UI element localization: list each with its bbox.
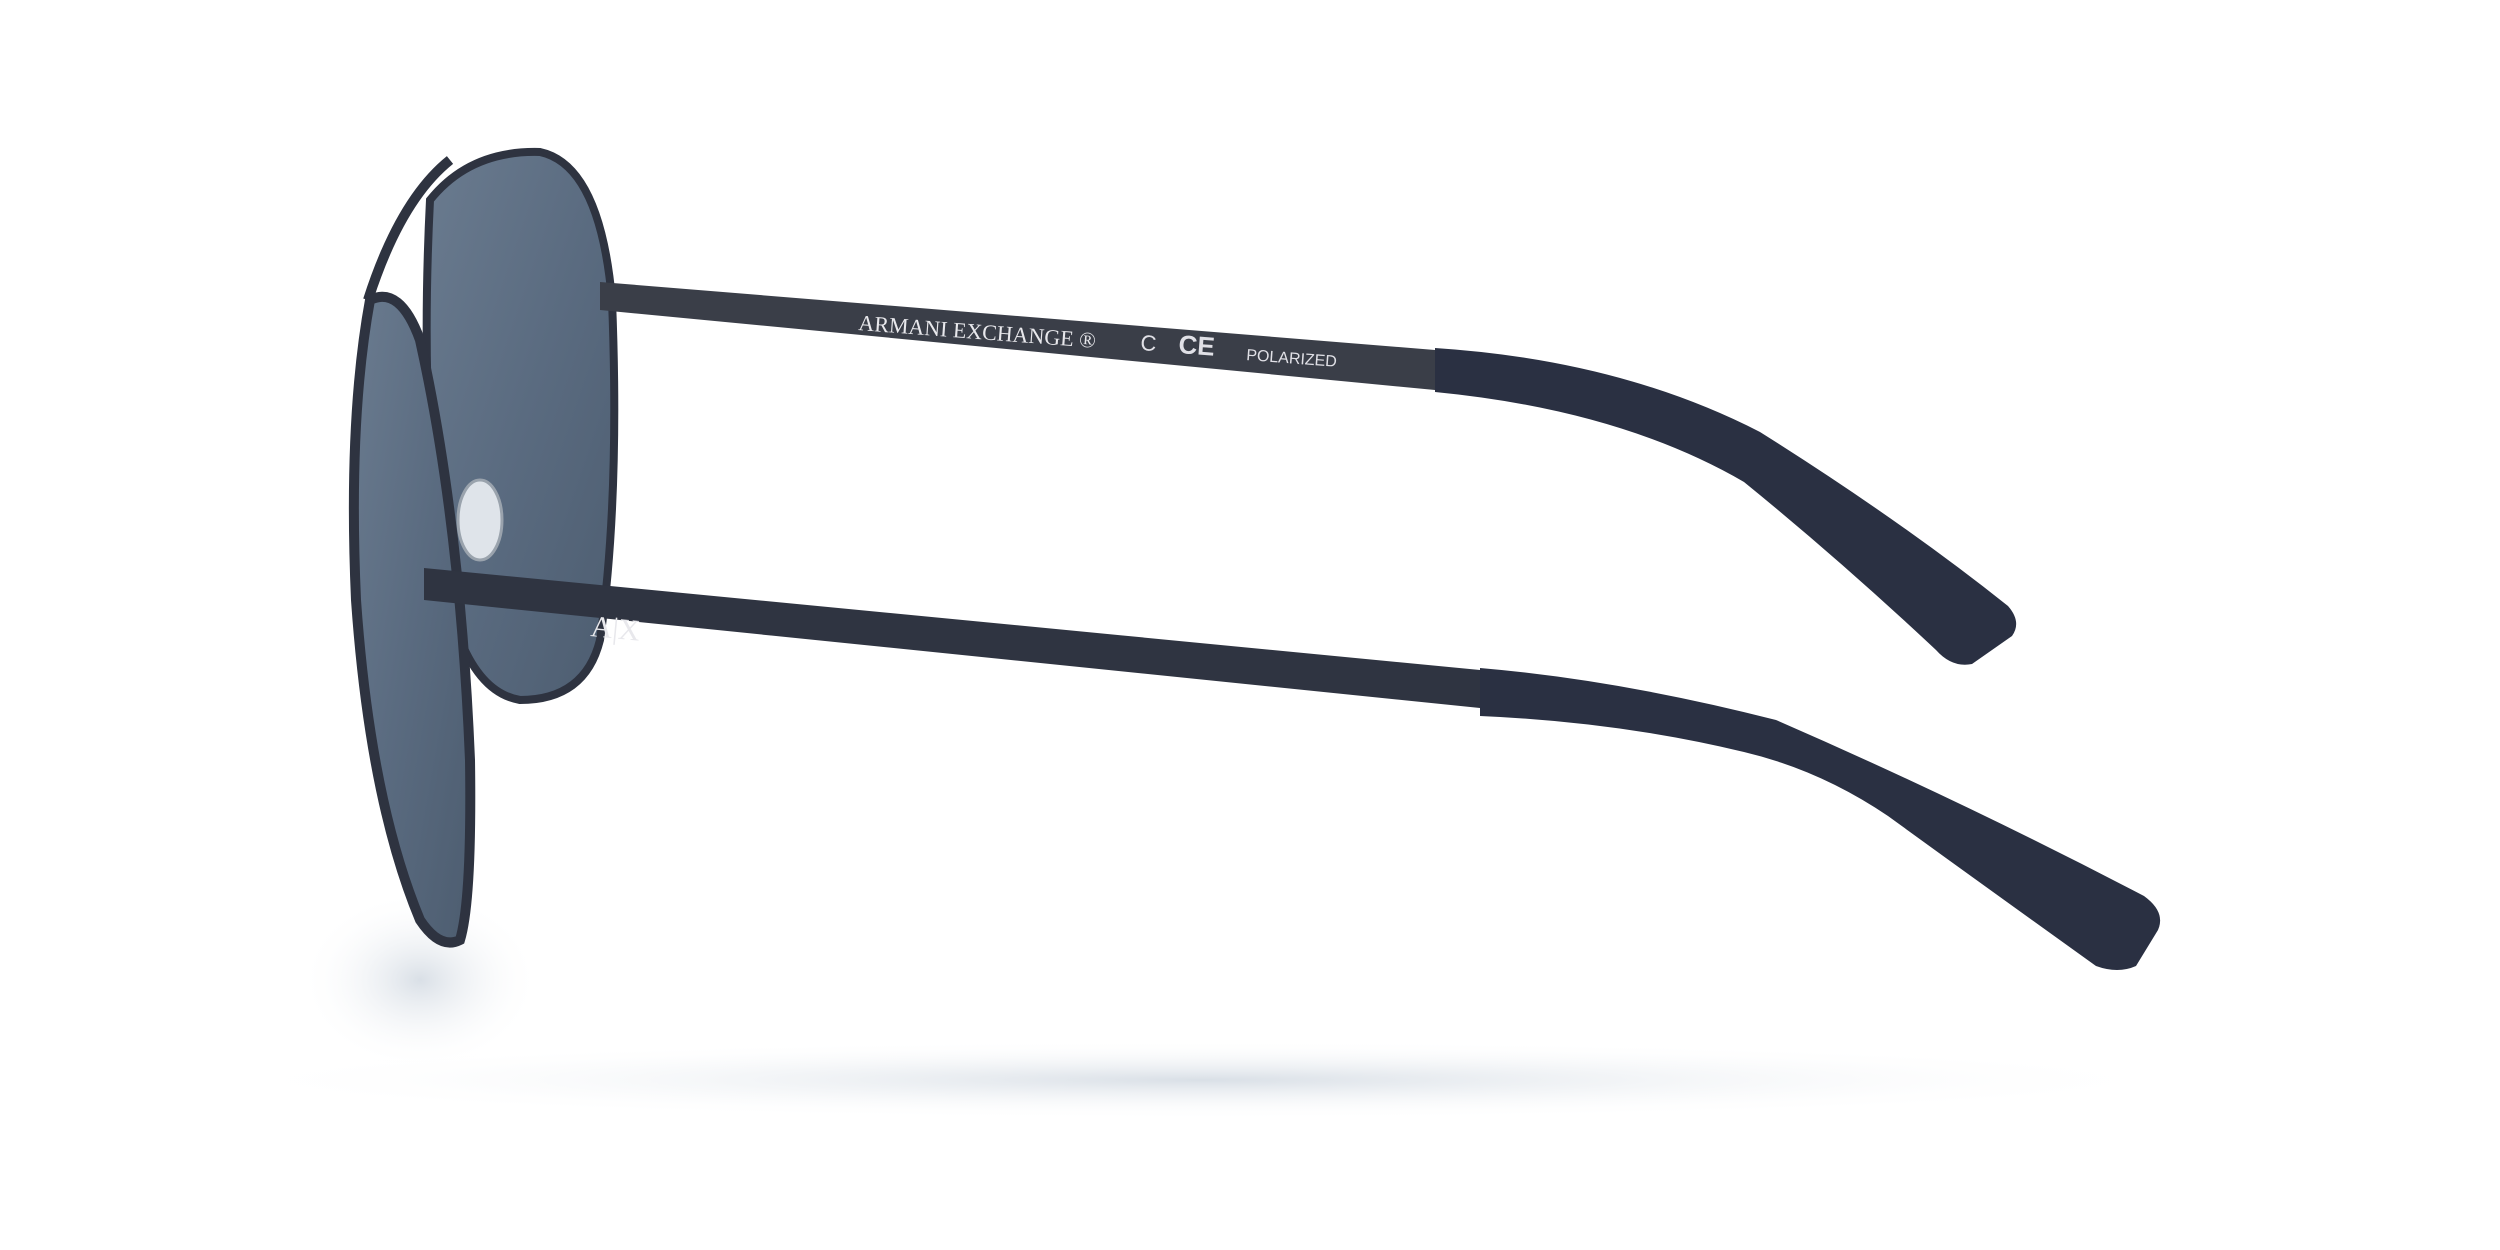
ce-mark: CE bbox=[1178, 329, 1216, 362]
ax-logo: A|X bbox=[589, 610, 642, 648]
far-temple: ARMANI EXCHANGE ® C CE POLARIZED bbox=[600, 282, 2017, 665]
polarized-print: POLARIZED bbox=[1246, 347, 1338, 371]
ground-shadow bbox=[200, 1040, 2200, 1120]
nose-pad bbox=[456, 478, 504, 562]
near-lens bbox=[348, 291, 476, 948]
near-temple: A|X bbox=[424, 568, 2161, 970]
lens-shadow bbox=[300, 890, 540, 1070]
c-mark: C bbox=[1140, 330, 1158, 356]
bridge bbox=[363, 156, 454, 302]
